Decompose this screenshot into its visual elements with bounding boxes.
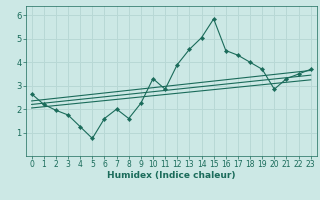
- X-axis label: Humidex (Indice chaleur): Humidex (Indice chaleur): [107, 171, 236, 180]
